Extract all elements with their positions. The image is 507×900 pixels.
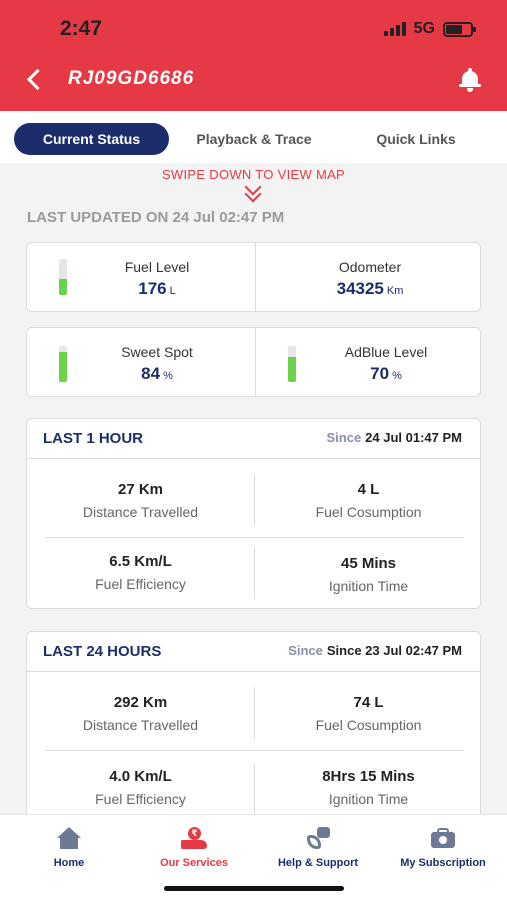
status-indicators: 5G <box>383 20 476 38</box>
battery-icon <box>443 21 476 37</box>
last-updated: LAST UPDATED ON 24 Jul 02:47 PM <box>27 209 285 226</box>
sweet-spot-cell: Sweet Spot 84% <box>27 328 254 396</box>
metric-value: 176 L <box>138 279 176 298</box>
nav-our-services[interactable]: ₹ Our Services <box>160 827 228 869</box>
stat-fuel-efficiency: 6.5 Km/L Fuel Efficiency <box>95 553 186 592</box>
stat-ignition-time: 45 Mins Ignition Time <box>328 555 409 594</box>
support-icon <box>304 827 332 851</box>
services-icon: ₹ <box>180 827 208 851</box>
last-24-hours-card: LAST 24 HOURS Since Since 23 Jul 02:47 PM… <box>26 631 481 831</box>
metric-label: Sweet Spot <box>121 344 193 360</box>
tab-playback-trace[interactable]: Playback & Trace <box>196 131 312 147</box>
metric-value: 34325 Km <box>336 279 404 298</box>
bell-icon[interactable] <box>458 68 482 92</box>
adblue-cell: AdBlue Level 70% <box>255 328 482 396</box>
status-time: 2:47 <box>60 17 103 40</box>
stat-distance: 27 Km Distance Travelled <box>82 481 199 520</box>
since-text: Since 24 Jul 01:47 PM <box>326 430 462 445</box>
vehicle-number: RJ09GD6686 <box>68 68 195 89</box>
tab-bar: Current Status Playback & Trace Quick Li… <box>0 111 507 163</box>
metric-label: AdBlue Level <box>344 344 428 360</box>
card-title: LAST 24 HOURS <box>43 643 162 660</box>
divider <box>45 750 463 751</box>
nav-my-subscription[interactable]: My Subscription <box>380 827 506 869</box>
network-type: 5G <box>413 20 435 37</box>
home-icon <box>55 827 83 851</box>
odometer-cell: Odometer 34325 Km <box>255 243 482 311</box>
stat-fuel-efficiency: 4.0 Km/L Fuel Efficiency <box>95 768 186 807</box>
metric-value: 84% <box>141 364 173 383</box>
since-text: Since Since 23 Jul 02:47 PM <box>288 643 462 658</box>
card-header: LAST 1 HOUR Since 24 Jul 01:47 PM <box>27 419 480 459</box>
divider <box>254 474 255 526</box>
divider <box>254 687 255 739</box>
stat-distance: 292 Km Distance Travelled <box>82 694 199 733</box>
signal-icon <box>383 22 406 36</box>
stat-ignition-time: 8Hrs 15 Mins Ignition Time <box>322 768 415 807</box>
card-title: LAST 1 HOUR <box>43 430 144 447</box>
fuel-level-cell: Fuel Level 176 L <box>27 243 254 311</box>
card-header: LAST 24 HOURS Since Since 23 Jul 02:47 PM <box>27 632 480 672</box>
subscription-icon <box>429 827 457 851</box>
tab-quick-links[interactable]: Quick Links <box>376 131 456 147</box>
adblue-gauge-icon <box>288 346 296 382</box>
tab-current-status[interactable]: Current Status <box>14 123 169 155</box>
stat-fuel-consumption: 74 L Fuel Cosumption <box>315 694 422 733</box>
metric-label: Odometer <box>338 259 402 275</box>
nav-home[interactable]: Home <box>6 827 132 869</box>
stat-fuel-consumption: 4 L Fuel Cosumption <box>315 481 422 520</box>
swipe-hint[interactable]: SWIPE DOWN TO VIEW MAP <box>161 167 346 182</box>
bottom-nav: Home ₹ Our Services Help & Support My Su… <box>0 814 507 900</box>
metric-label: Fuel Level <box>124 259 190 275</box>
last-1-hour-card: LAST 1 HOUR Since 24 Jul 01:47 PM 27 Km Di… <box>26 418 481 609</box>
sweet-spot-gauge-icon <box>59 346 67 382</box>
divider <box>254 547 255 599</box>
app-header: 2:47 5G RJ09GD6686 <box>0 0 507 111</box>
metric-card: Fuel Level 176 L Odometer 34325 Km <box>26 242 481 312</box>
back-arrow-icon[interactable] <box>24 66 48 94</box>
nav-help-support[interactable]: Help & Support <box>255 827 381 869</box>
metric-card: Sweet Spot 84% AdBlue Level 70% <box>26 327 481 397</box>
home-indicator <box>164 886 344 891</box>
divider <box>254 764 255 816</box>
divider <box>45 537 463 538</box>
metric-value: 70% <box>370 364 402 383</box>
fuel-gauge-icon <box>59 259 67 295</box>
